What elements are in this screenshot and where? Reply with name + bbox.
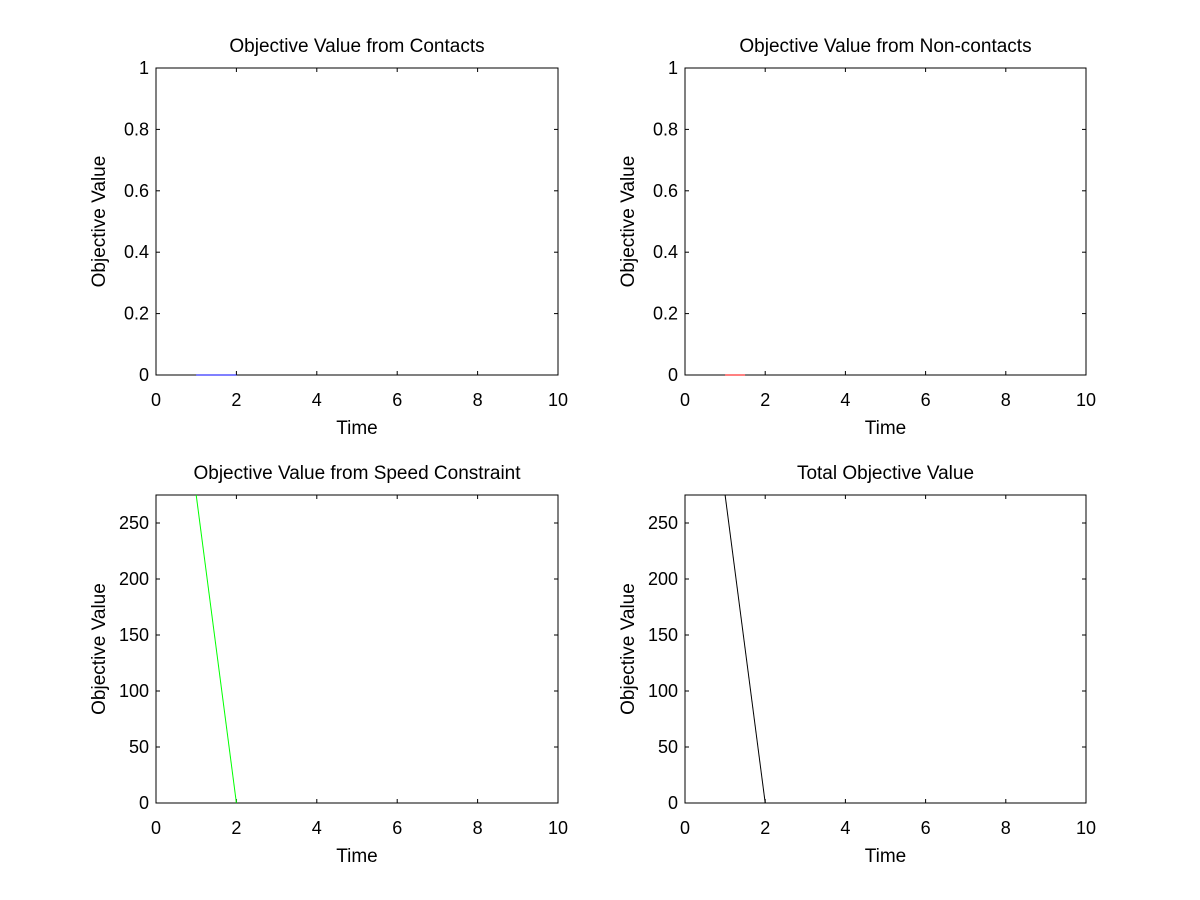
x-tick-label: 10 — [548, 818, 568, 838]
x-tick-label: 2 — [760, 818, 770, 838]
x-axis-label: Time — [865, 846, 907, 867]
x-tick-label: 6 — [921, 818, 931, 838]
x-tick-label: 0 — [151, 818, 161, 838]
y-tick-label: 200 — [648, 569, 678, 589]
x-tick-label: 0 — [151, 390, 161, 410]
y-tick-label: 0 — [668, 793, 678, 813]
series-lines — [195, 494, 237, 804]
x-tick-label: 4 — [312, 818, 322, 838]
x-ticks: 0 2 4 6 8 10 — [151, 495, 568, 838]
x-ticks: 0 2 4 6 8 10 — [680, 495, 1096, 838]
y-ticks: 0 50 100 150 200 250 — [119, 513, 558, 813]
x-tick-label: 4 — [312, 390, 322, 410]
x-axis-label: Time — [336, 846, 378, 867]
y-tick-label: 0.8 — [653, 119, 678, 139]
y-tick-label: 200 — [119, 569, 149, 589]
plot-area — [684, 494, 1087, 804]
x-ticks: 0 2 4 6 8 10 — [151, 68, 568, 410]
y-tick-label: 100 — [119, 681, 149, 701]
subplot-contacts: Objective Value from Contacts Time Objec… — [89, 36, 568, 439]
y-tick-label: 250 — [648, 513, 678, 533]
y-tick-label: 0.2 — [124, 304, 149, 324]
y-tick-label: 0 — [139, 365, 149, 385]
y-ticks: 0 0.2 0.4 0.6 0.8 1 — [653, 58, 1086, 385]
y-ticks: 0 0.2 0.4 0.6 0.8 1 — [124, 58, 558, 385]
y-axis-label: Objective Value — [89, 156, 110, 288]
y-tick-label: 0.4 — [124, 242, 149, 262]
x-tick-label: 6 — [392, 390, 402, 410]
y-axis-label: Objective Value — [618, 583, 639, 715]
y-tick-label: 0.6 — [653, 181, 678, 201]
y-tick-label: 0.8 — [124, 119, 149, 139]
x-tick-label: 10 — [1076, 390, 1096, 410]
subplot-speed-constraint: Objective Value from Speed Constraint Ti… — [89, 463, 568, 867]
subplot-non-contacts: Objective Value from Non-contacts Time O… — [618, 36, 1096, 439]
x-tick-label: 10 — [1076, 818, 1096, 838]
x-tick-label: 6 — [921, 390, 931, 410]
x-tick-label: 8 — [1001, 818, 1011, 838]
y-ticks: 0 50 100 150 200 250 — [648, 513, 1086, 813]
y-axis-label: Objective Value — [89, 583, 110, 715]
plot-area — [155, 67, 559, 376]
x-tick-label: 10 — [548, 390, 568, 410]
plot-area — [155, 494, 559, 804]
x-tick-label: 2 — [231, 390, 241, 410]
x-tick-label: 0 — [680, 390, 690, 410]
y-tick-label: 0.4 — [653, 242, 678, 262]
y-tick-label: 50 — [658, 737, 678, 757]
series-line-0 — [724, 494, 766, 804]
chart-title: Total Objective Value — [797, 463, 974, 484]
x-tick-label: 0 — [680, 818, 690, 838]
x-tick-label: 2 — [760, 390, 770, 410]
x-axis-label: Time — [336, 418, 378, 439]
y-tick-label: 150 — [648, 625, 678, 645]
x-tick-label: 4 — [840, 818, 850, 838]
series-line-0 — [195, 494, 237, 804]
chart-title: Objective Value from Contacts — [229, 36, 484, 57]
x-tick-label: 8 — [1001, 390, 1011, 410]
y-tick-label: 0.2 — [653, 304, 678, 324]
x-ticks: 0 2 4 6 8 10 — [680, 68, 1096, 410]
y-axis-label: Objective Value — [618, 156, 639, 288]
y-tick-label: 1 — [139, 58, 149, 78]
y-tick-label: 100 — [648, 681, 678, 701]
chart-title: Objective Value from Non-contacts — [739, 36, 1031, 57]
y-tick-label: 1 — [668, 58, 678, 78]
y-tick-label: 0 — [668, 365, 678, 385]
y-tick-label: 0.6 — [124, 181, 149, 201]
x-tick-label: 8 — [473, 818, 483, 838]
y-tick-label: 50 — [129, 737, 149, 757]
y-tick-label: 250 — [119, 513, 149, 533]
plot-area — [684, 67, 1087, 376]
chart-title: Objective Value from Speed Constraint — [193, 463, 521, 484]
y-tick-label: 150 — [119, 625, 149, 645]
x-axis-label: Time — [865, 418, 907, 439]
y-tick-label: 0 — [139, 793, 149, 813]
x-tick-label: 2 — [231, 818, 241, 838]
x-tick-label: 8 — [473, 390, 483, 410]
x-tick-label: 4 — [840, 390, 850, 410]
x-tick-label: 6 — [392, 818, 402, 838]
series-lines — [724, 494, 766, 804]
subplot-total: Total Objective Value Time Objective Val… — [618, 463, 1096, 867]
